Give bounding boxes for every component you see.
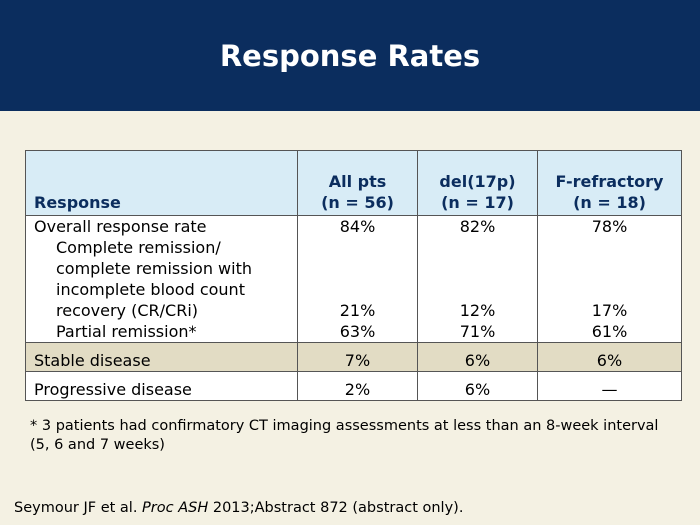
citation-journal: Proc ASH (142, 500, 209, 516)
complete-f-refractory: 17% (591, 301, 628, 320)
table-row-response-group: Overall response rate Complete remission… (25, 215, 682, 343)
citation-authors: Seymour JF et al. (14, 500, 143, 516)
overall-all-pts: 84% (339, 217, 376, 236)
stable-f-refractory: 6% (537, 342, 682, 372)
title-bar: Response Rates (0, 0, 700, 111)
header-all-pts-n: (n = 56) (321, 193, 394, 212)
f-refractory-values: 78% 17% 61% (537, 215, 682, 343)
header-del17p-n: (n = 17) (441, 193, 514, 212)
spacer (546, 279, 673, 300)
complete-remission-line-1: Complete remission/ (56, 238, 221, 257)
table-row-stable-disease: Stable disease 7% 6% 6% (25, 342, 682, 372)
progressive-f-refractory: — (537, 371, 682, 401)
partial-remission-label: Partial remission* (56, 322, 197, 341)
spacer (546, 258, 673, 279)
spacer (306, 258, 409, 279)
table-row-progressive-disease: Progressive disease 2% 6% — (25, 371, 682, 401)
overall-f-refractory: 78% (591, 217, 628, 236)
header-f-refractory-n: (n = 18) (573, 193, 646, 212)
spacer (306, 279, 409, 300)
stable-del17p: 6% (417, 342, 538, 372)
spacer (306, 237, 409, 258)
complete-remission-line-3: incomplete blood count (56, 280, 245, 299)
complete-remission-line-4: recovery (CR/CRi) (56, 301, 198, 320)
overall-response-label: Overall response rate (34, 217, 207, 236)
header-response: Response (25, 150, 298, 216)
spacer (546, 237, 673, 258)
spacer (426, 258, 529, 279)
response-table: Response All pts (n = 56) del(17p) (n = … (25, 150, 682, 401)
header-f-refractory: F-refractory (n = 18) (537, 150, 682, 216)
partial-del17p: 71% (459, 322, 496, 341)
del17p-values: 82% 12% 71% (417, 215, 538, 343)
response-labels: Overall response rate Complete remission… (25, 215, 298, 343)
overall-del17p: 82% (459, 217, 496, 236)
citation-details: 2013;Abstract 872 (abstract only). (208, 500, 464, 516)
complete-remission-line-2: complete remission with (56, 259, 252, 278)
complete-all-pts: 21% (339, 301, 376, 320)
table-header-row: Response All pts (n = 56) del(17p) (n = … (25, 150, 682, 216)
spacer (426, 279, 529, 300)
spacer (426, 237, 529, 258)
complete-del17p: 12% (459, 301, 496, 320)
header-all-pts-label: All pts (328, 172, 387, 191)
progressive-del17p: 6% (417, 371, 538, 401)
citation: Seymour JF et al. Proc ASH 2013;Abstract… (14, 500, 463, 516)
header-del17p: del(17p) (n = 17) (417, 150, 538, 216)
progressive-disease-label: Progressive disease (25, 371, 298, 401)
all-pts-values: 84% 21% 63% (297, 215, 418, 343)
slide-title: Response Rates (219, 39, 481, 73)
progressive-all-pts: 2% (297, 371, 418, 401)
header-all-pts: All pts (n = 56) (297, 150, 418, 216)
footnote: * 3 patients had confirmatory CT imaging… (30, 418, 659, 453)
partial-f-refractory: 61% (591, 322, 628, 341)
stable-all-pts: 7% (297, 342, 418, 372)
header-f-refractory-label: F-refractory (555, 172, 664, 191)
header-del17p-label: del(17p) (439, 172, 516, 191)
stable-disease-label: Stable disease (25, 342, 298, 372)
partial-all-pts: 63% (339, 322, 376, 341)
